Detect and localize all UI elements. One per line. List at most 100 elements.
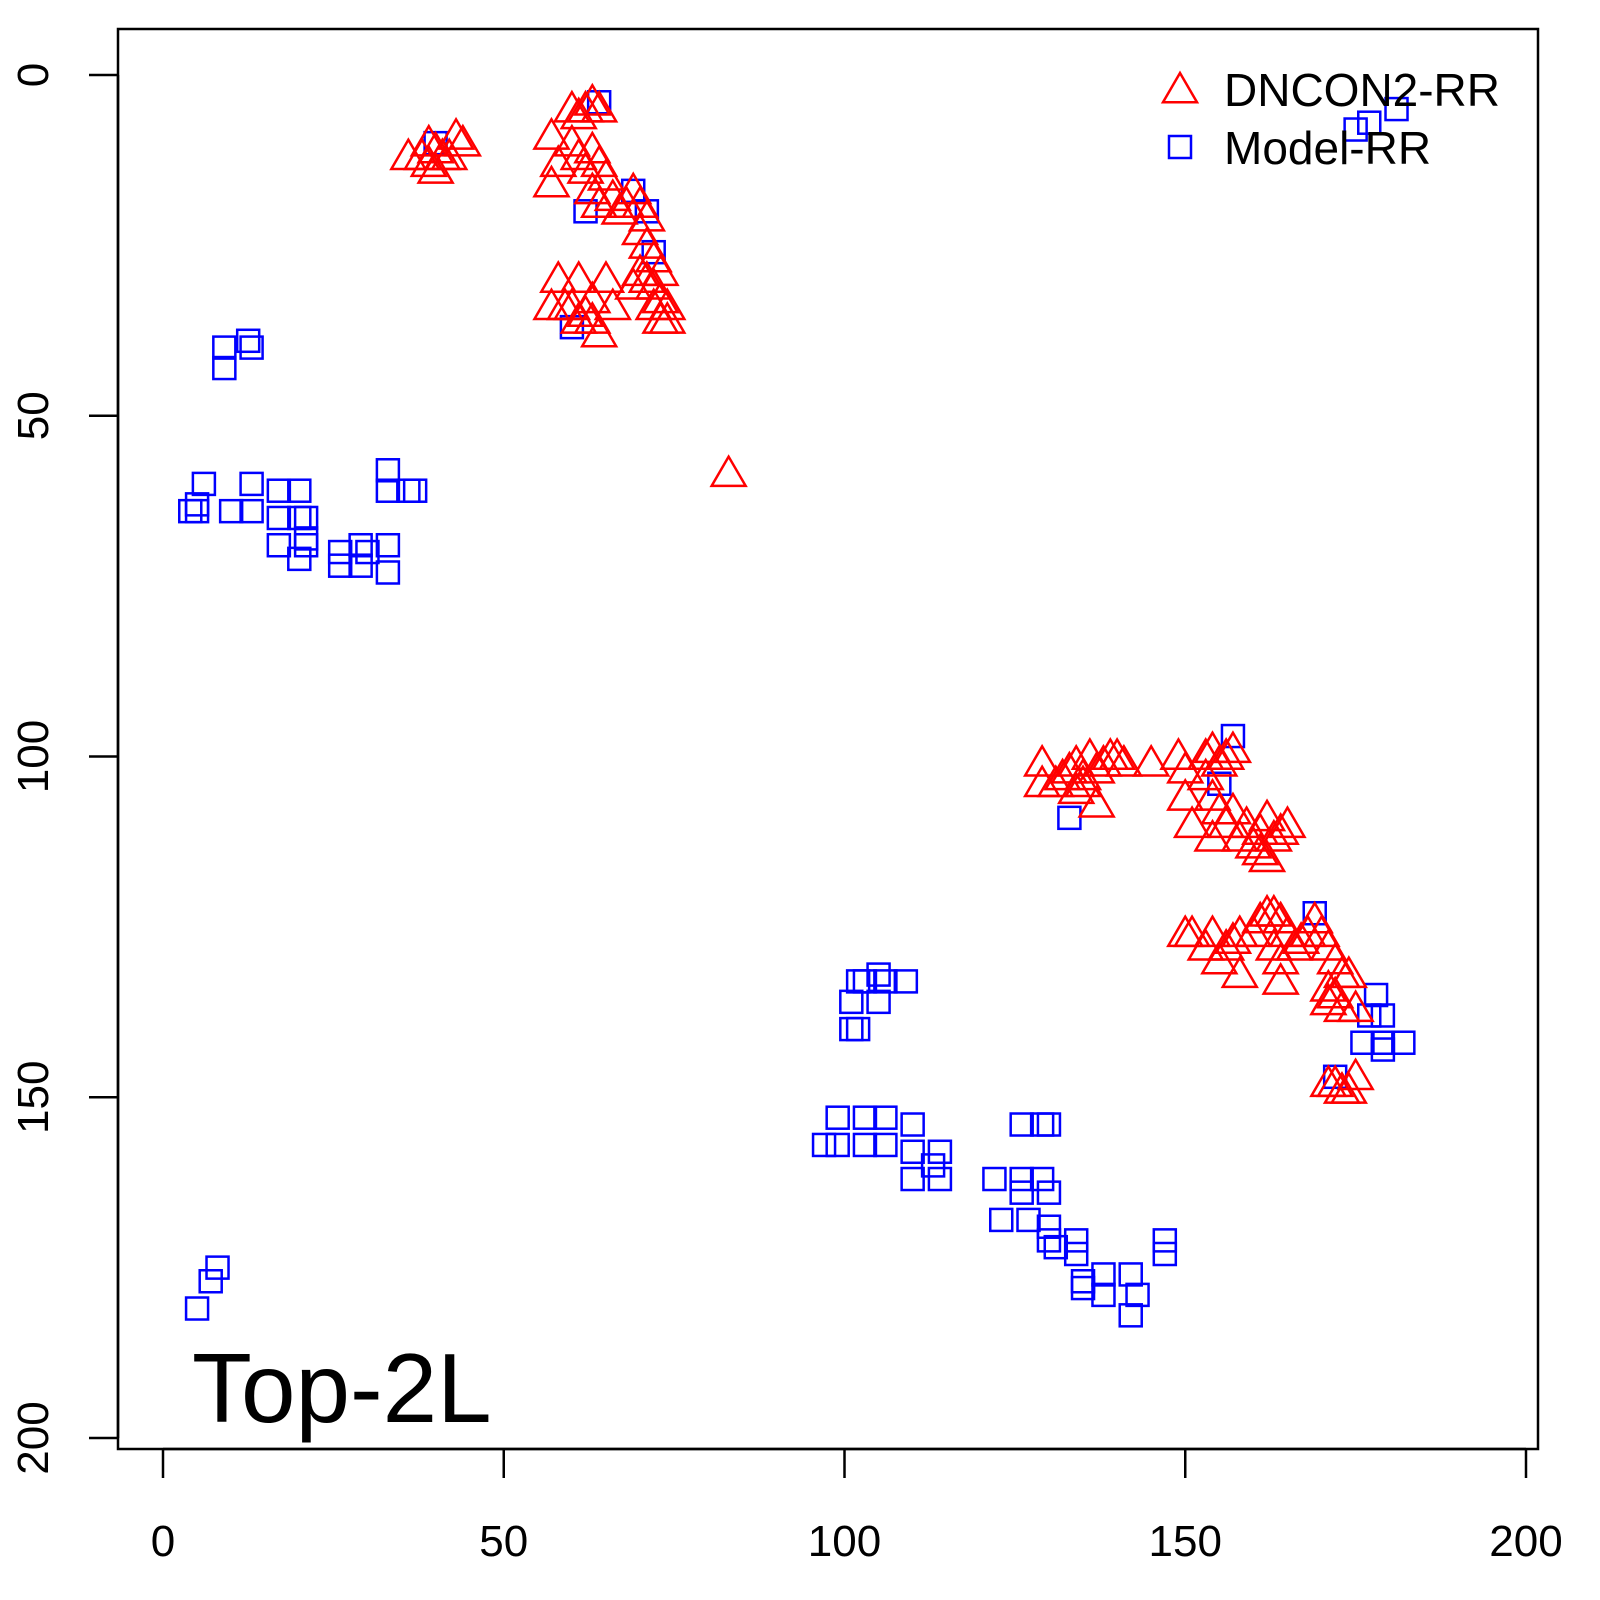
model-rr-point	[287, 505, 312, 531]
dncon2-rr-point	[409, 144, 448, 178]
model-rr-point	[375, 532, 401, 558]
model-rr-point	[184, 1296, 210, 1321]
model-rr-point	[1152, 1228, 1178, 1253]
legend-label: Model-RR	[1224, 122, 1431, 174]
y-tick-label: 50	[9, 391, 58, 440]
legend-label: DNCON2-RR	[1224, 64, 1500, 116]
model-rr-point	[1357, 110, 1382, 135]
model-rr-point	[287, 478, 312, 503]
model-rr-point	[1009, 1112, 1034, 1137]
model-rr-point	[1370, 1037, 1396, 1062]
dncon2-rr-point	[1213, 730, 1253, 764]
dncon2-rr-point	[586, 259, 626, 293]
dncon2-rr-point	[532, 116, 571, 150]
dncon2-rr-point	[1172, 805, 1212, 839]
dncon2-rr-point	[1309, 968, 1348, 1002]
dncon2-rr-point	[1268, 805, 1307, 839]
dncon2-rr-point	[1172, 914, 1212, 948]
model-rr-point	[1370, 1003, 1396, 1028]
model-rr-point	[293, 526, 319, 551]
model-rr-point	[1043, 1234, 1069, 1260]
model-rr-point	[852, 1105, 878, 1130]
dncon2-rr-point	[1309, 1064, 1348, 1098]
model-rr-point	[355, 539, 380, 565]
dncon2-rr-point	[641, 280, 680, 314]
model-rr-point	[1118, 1303, 1143, 1328]
y-tick-label: 150	[9, 1061, 58, 1134]
model-rr-point	[900, 1139, 925, 1165]
dncon2-rr-point	[1336, 989, 1375, 1023]
model-rr-point	[1363, 982, 1389, 1008]
model-rr-point	[1016, 1207, 1041, 1233]
model-rr-point	[266, 505, 292, 531]
model-rr-point	[1152, 1241, 1178, 1267]
dncon2-rr-point	[1186, 757, 1225, 791]
dncon2-rr-point	[1166, 777, 1205, 811]
model-rr-point	[375, 560, 401, 585]
model-rr-point	[1125, 1282, 1150, 1308]
data-points	[178, 82, 1416, 1328]
model-rr-point	[1070, 1269, 1096, 1294]
y-tick-label: 100	[9, 720, 58, 793]
model-rr-point	[1036, 1112, 1062, 1137]
model-rr-point	[839, 989, 864, 1015]
model-rr-point	[1118, 1262, 1143, 1287]
model-rr-point	[573, 199, 598, 224]
dncon2-rr-point	[579, 89, 619, 123]
model-rr-point	[396, 478, 421, 503]
y-tick-label: 0	[9, 63, 58, 87]
dncon2-rr-point	[1329, 955, 1368, 989]
model-rr-point	[212, 355, 237, 381]
model-rr-point	[348, 532, 373, 558]
model-rr-point	[239, 335, 264, 360]
model-rr-point	[1384, 96, 1409, 122]
model-rr-point	[402, 478, 428, 503]
dncon2-rr-point	[545, 287, 585, 321]
dncon2-rr-point	[1241, 832, 1280, 866]
dncon2-rr-point	[532, 164, 571, 198]
model-rr-point	[845, 1016, 871, 1042]
dncon2-rr-point	[1200, 941, 1239, 975]
model-rr-point	[866, 989, 891, 1015]
dncon2-rr-point	[709, 454, 748, 488]
dncon2-rr-point	[648, 300, 687, 334]
dncon2-rr-point	[402, 137, 442, 171]
dncon2-rr-point	[579, 184, 619, 218]
model-rr-point	[825, 1132, 850, 1158]
dncon2-rr-point	[1097, 737, 1137, 770]
dncon2-rr-point	[1063, 764, 1103, 798]
model-rr-point	[239, 498, 264, 524]
model-rr-point	[825, 1105, 850, 1130]
model-rr-point	[845, 969, 871, 994]
model-rr-point	[900, 1112, 925, 1137]
model-rr-point	[266, 478, 292, 503]
dncon2-rr-point	[443, 123, 483, 157]
dncon2-rr-point	[1261, 961, 1300, 995]
dncon2-rr-point	[1247, 798, 1287, 832]
model-rr-point	[852, 1132, 878, 1158]
dncon2-rr-point	[573, 82, 612, 116]
legend-triangle-icon	[1160, 70, 1200, 104]
model-rr-point	[184, 492, 210, 517]
dncon2-rr-point	[559, 259, 598, 293]
model-rr-point	[873, 969, 898, 994]
dncon2-rr-point	[573, 280, 612, 314]
plot-frame	[116, 27, 1540, 1451]
model-rr-point	[178, 498, 203, 524]
model-rr-point	[1036, 1228, 1062, 1253]
model-rr-point	[1029, 1112, 1055, 1137]
model-rr-point	[866, 962, 891, 987]
dncon2-rr-point	[1241, 900, 1280, 934]
dncon2-rr-point	[1206, 737, 1246, 770]
model-rr-point	[348, 553, 373, 578]
model-rr-point	[1070, 1275, 1096, 1301]
model-rr-point	[1091, 1282, 1116, 1308]
x-tick-label: 150	[1149, 1517, 1222, 1566]
model-rr-point	[327, 539, 353, 565]
model-rr-point	[1357, 1003, 1382, 1028]
x-axis: 0 50 100 150 200	[151, 1447, 1563, 1566]
x-tick-label: 100	[808, 1517, 881, 1566]
dncon2-rr-point	[573, 300, 612, 334]
model-rr-point	[293, 505, 319, 531]
